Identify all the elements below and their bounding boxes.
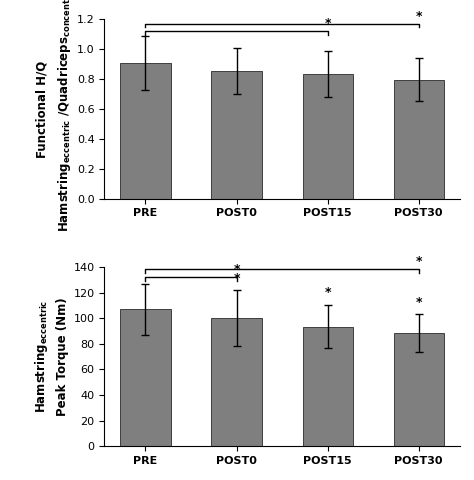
Bar <box>120 62 171 199</box>
Text: *: * <box>415 255 422 268</box>
Text: *: * <box>233 263 240 276</box>
Text: *: * <box>324 286 331 299</box>
Bar <box>393 333 444 446</box>
Y-axis label: Hamstring$_\mathregular{eccentric}$
Peak Torque (Nm): Hamstring$_\mathregular{eccentric}$ Peak… <box>33 297 69 416</box>
Text: *: * <box>415 296 422 309</box>
Bar <box>211 71 262 199</box>
Bar <box>211 318 262 446</box>
Bar <box>120 309 171 446</box>
Bar <box>393 80 444 199</box>
Text: *: * <box>233 272 240 285</box>
Y-axis label: Functional H/Q
Hamstring$_\mathregular{eccentric}$ /Quadriceps$_\mathregular{con: Functional H/Q Hamstring$_\mathregular{e… <box>36 0 73 232</box>
Bar <box>302 326 353 446</box>
Bar <box>302 74 353 199</box>
Text: *: * <box>324 17 331 30</box>
Text: *: * <box>415 10 422 23</box>
